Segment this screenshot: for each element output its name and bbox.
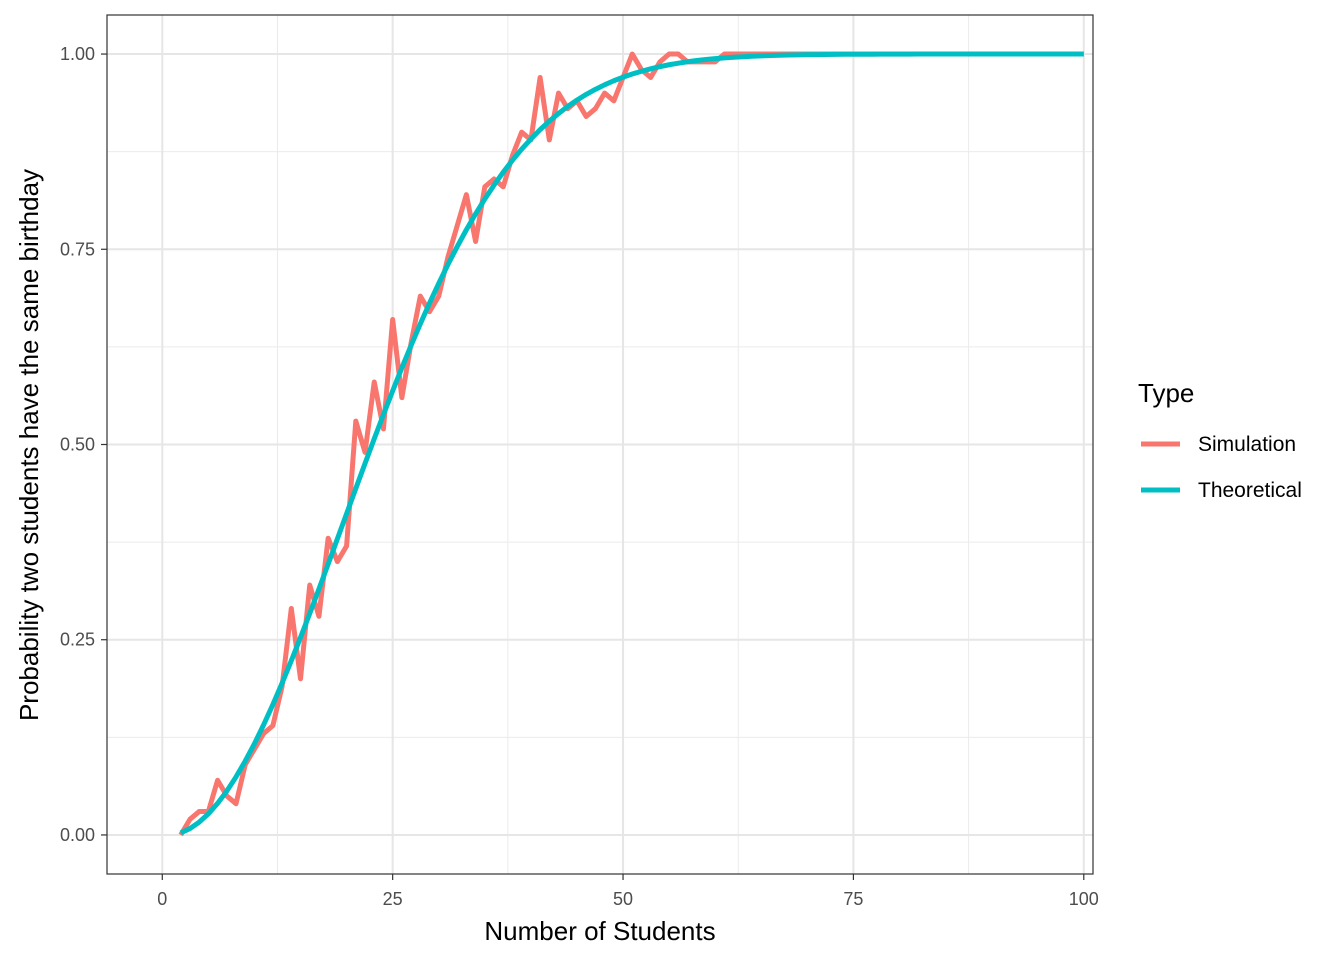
series-lines [178,51,1084,837]
legend-label-theoretical: Theoretical [1198,479,1302,502]
legend-item-simulation: Simulation [1141,433,1296,456]
y-tick-label: 0.50 [60,435,95,455]
legend-label-simulation: Simulation [1198,433,1296,456]
y-tick-label: 0.75 [60,239,95,259]
legend: Type Simulation Theoretical [1138,378,1302,502]
legend-item-theoretical: Theoretical [1141,479,1302,502]
y-tick-label: 0.25 [60,630,95,650]
y-tick-label: 0.00 [60,825,95,845]
x-tick-label: 50 [613,889,633,909]
series-line-theoretical [179,51,1084,836]
y-axis-title: Probability two students have the same b… [14,169,44,721]
x-tick-label: 100 [1069,889,1099,909]
y-tick-label: 1.00 [60,44,95,64]
x-tick-label: 25 [383,889,403,909]
y-axis-ticks: 0.00 0.25 0.50 0.75 1.00 [60,44,107,845]
x-axis-title: Number of Students [484,916,715,946]
legend-title: Type [1138,378,1194,408]
major-gridlines [107,15,1093,874]
x-axis-ticks: 0 25 50 75 100 [157,874,1099,909]
x-tick-label: 75 [843,889,863,909]
x-tick-label: 0 [157,889,167,909]
